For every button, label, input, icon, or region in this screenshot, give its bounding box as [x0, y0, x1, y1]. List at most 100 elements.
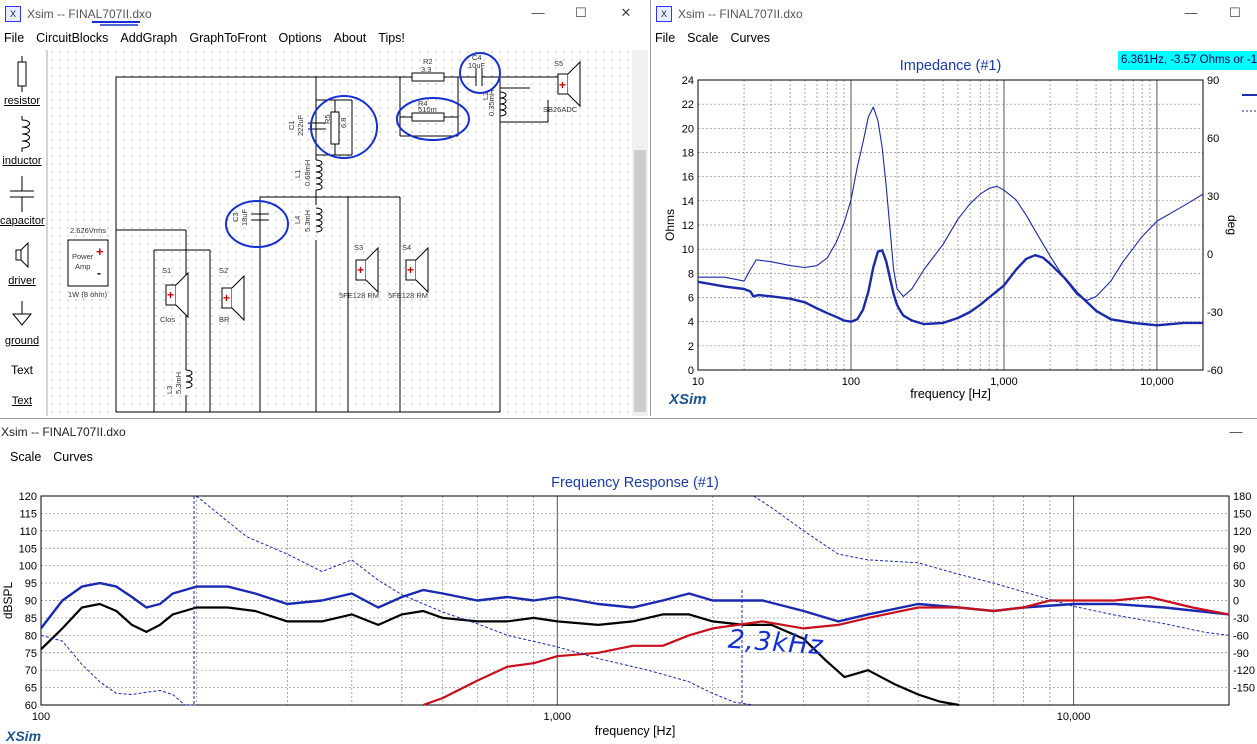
value-l1: 0.68mH — [303, 160, 312, 186]
response-brand: XSim — [6, 728, 42, 744]
tool-label: driver — [8, 275, 36, 287]
response-window: Xsim -- FINAL707II.dxo — Scale Curves — [0, 418, 1257, 740]
value-s1: Clos — [160, 315, 175, 324]
label-s4: S4 — [402, 243, 411, 252]
svg-text:+: + — [167, 288, 174, 302]
tool-driver[interactable]: driver — [0, 238, 44, 287]
schematic-canvas[interactable]: + + + + + +- R2 3.3 C4 10uF S5 SB26ADC R… — [0, 0, 648, 416]
value-r4: 510m — [418, 105, 437, 114]
svg-text:+: + — [223, 291, 230, 305]
app-icon: X — [656, 5, 672, 22]
scrollbar-thumb[interactable] — [634, 150, 646, 412]
grid-dots — [48, 50, 632, 416]
tool-text[interactable]: Text — [0, 363, 44, 377]
title-underline — [92, 21, 140, 26]
menu-about[interactable]: About — [333, 31, 367, 45]
amp-name-2: Amp — [75, 262, 90, 271]
menu-scale[interactable]: Scale — [687, 31, 719, 45]
capacitor-c4[interactable] — [466, 68, 496, 86]
close-icon[interactable]: ✕ — [620, 5, 632, 20]
menu-graphtofront[interactable]: GraphToFront — [189, 31, 267, 45]
label-l3: L3 — [165, 386, 174, 394]
minimize-icon[interactable]: — — [531, 5, 545, 20]
menu-circuitblocks[interactable]: CircuitBlocks — [36, 31, 109, 45]
schematic-titlebar[interactable]: X Xsim -- FINAL707II.dxo — ☐ ✕ — [0, 0, 648, 27]
resistor-icon — [17, 56, 27, 92]
tool-palette: resistor inductor capacitor driver groun… — [0, 50, 46, 416]
resistor-r5[interactable] — [330, 111, 340, 145]
menu-file[interactable]: File — [4, 31, 25, 45]
response-titlebar[interactable]: Xsim -- FINAL707II.dxo — — [0, 419, 1257, 445]
value-c4: 10uF — [468, 61, 486, 70]
capacitor-icon — [10, 176, 34, 212]
minimize-icon[interactable]: — — [1184, 5, 1198, 20]
speaker-s3[interactable]: + — [355, 246, 379, 294]
maximize-icon[interactable]: ☐ — [575, 5, 587, 20]
text-icon: Text — [10, 363, 33, 377]
speaker-s2[interactable]: + — [221, 274, 245, 322]
menu-options[interactable]: Options — [278, 31, 322, 45]
value-s3: 5FE128 RM — [339, 291, 379, 300]
tool-resistor[interactable]: resistor — [0, 56, 44, 107]
tool-inductor[interactable]: inductor — [0, 116, 44, 167]
inductor-l2[interactable] — [499, 91, 507, 117]
inductor-l1[interactable] — [315, 159, 323, 191]
handdrawn-marks — [225, 52, 501, 248]
menu-curves[interactable]: Curves — [730, 31, 771, 45]
label-c3: C3 — [231, 212, 240, 222]
inductor-l4[interactable] — [315, 207, 323, 233]
tool-ground[interactable]: ground — [0, 298, 44, 347]
label-s3: S3 — [354, 243, 363, 252]
value-l3: 5.3mH — [174, 372, 183, 394]
maximize-icon[interactable]: ☐ — [1229, 5, 1241, 20]
label-c1: C1 — [287, 120, 296, 130]
label-s1: S1 — [162, 266, 171, 275]
value-s4: 5FE128 RM — [388, 291, 428, 300]
label-s2: S2 — [219, 266, 228, 275]
value-l2: 0.35mH — [487, 90, 496, 116]
label-c4: C4 — [472, 53, 482, 62]
inductor-l3[interactable] — [185, 369, 193, 389]
svg-text:+: + — [559, 78, 566, 92]
value-s2: BR — [219, 315, 230, 324]
tool-capacitor[interactable]: capacitor — [0, 176, 45, 227]
speaker-s4[interactable]: + — [405, 246, 429, 294]
resistor-r2[interactable] — [411, 72, 445, 82]
tool-label: Text — [11, 395, 33, 407]
value-s5: SB26ADC — [543, 105, 578, 114]
amp-voltage: 2.626Vrms — [70, 226, 106, 235]
resistor-r4[interactable] — [411, 112, 445, 122]
ground-icon — [11, 301, 33, 326]
value-l4: 5.3mH — [303, 210, 312, 232]
tool-label: ground — [4, 335, 40, 347]
label-r2: R2 — [423, 57, 433, 66]
response-title: Xsim -- FINAL707II.dxo — [1, 425, 126, 439]
minimize-icon[interactable]: — — [1229, 424, 1243, 439]
menu-tips[interactable]: Tips! — [378, 31, 405, 45]
value-c3: 18uF — [240, 208, 249, 226]
tool-text-2[interactable]: Text — [0, 395, 44, 407]
menu-curves[interactable]: Curves — [53, 450, 93, 464]
value-r2: 3.3 — [421, 65, 431, 74]
label-l1: L1 — [293, 170, 302, 178]
schematic-menubar: File CircuitBlocks AddGraph GraphToFront… — [0, 28, 648, 48]
schematic-title: Xsim -- FINAL707II.dxo — [27, 6, 152, 21]
menu-scale[interactable]: Scale — [10, 450, 42, 464]
app-icon: X — [5, 5, 21, 22]
speaker-icon — [15, 241, 29, 269]
power-amp[interactable]: +- — [67, 239, 109, 287]
menu-file[interactable]: File — [655, 31, 676, 45]
label-l4: L4 — [293, 216, 302, 224]
value-c1: 222uF — [296, 114, 305, 136]
label-l2: L2 — [481, 92, 490, 100]
tool-label: resistor — [3, 95, 41, 107]
capacitor-c3[interactable] — [251, 213, 269, 221]
label-r4: R4 — [418, 99, 428, 108]
wires — [115, 76, 560, 413]
tool-label: capacitor — [0, 215, 45, 227]
menu-addgraph[interactable]: AddGraph — [120, 31, 178, 45]
impedance-titlebar[interactable]: X Xsim -- FINAL707II.dxo — ☐ — [651, 0, 1257, 27]
speaker-s1[interactable]: + — [165, 271, 189, 319]
speaker-s5[interactable]: + — [557, 60, 581, 108]
value-r5: 6.8 — [339, 118, 348, 128]
